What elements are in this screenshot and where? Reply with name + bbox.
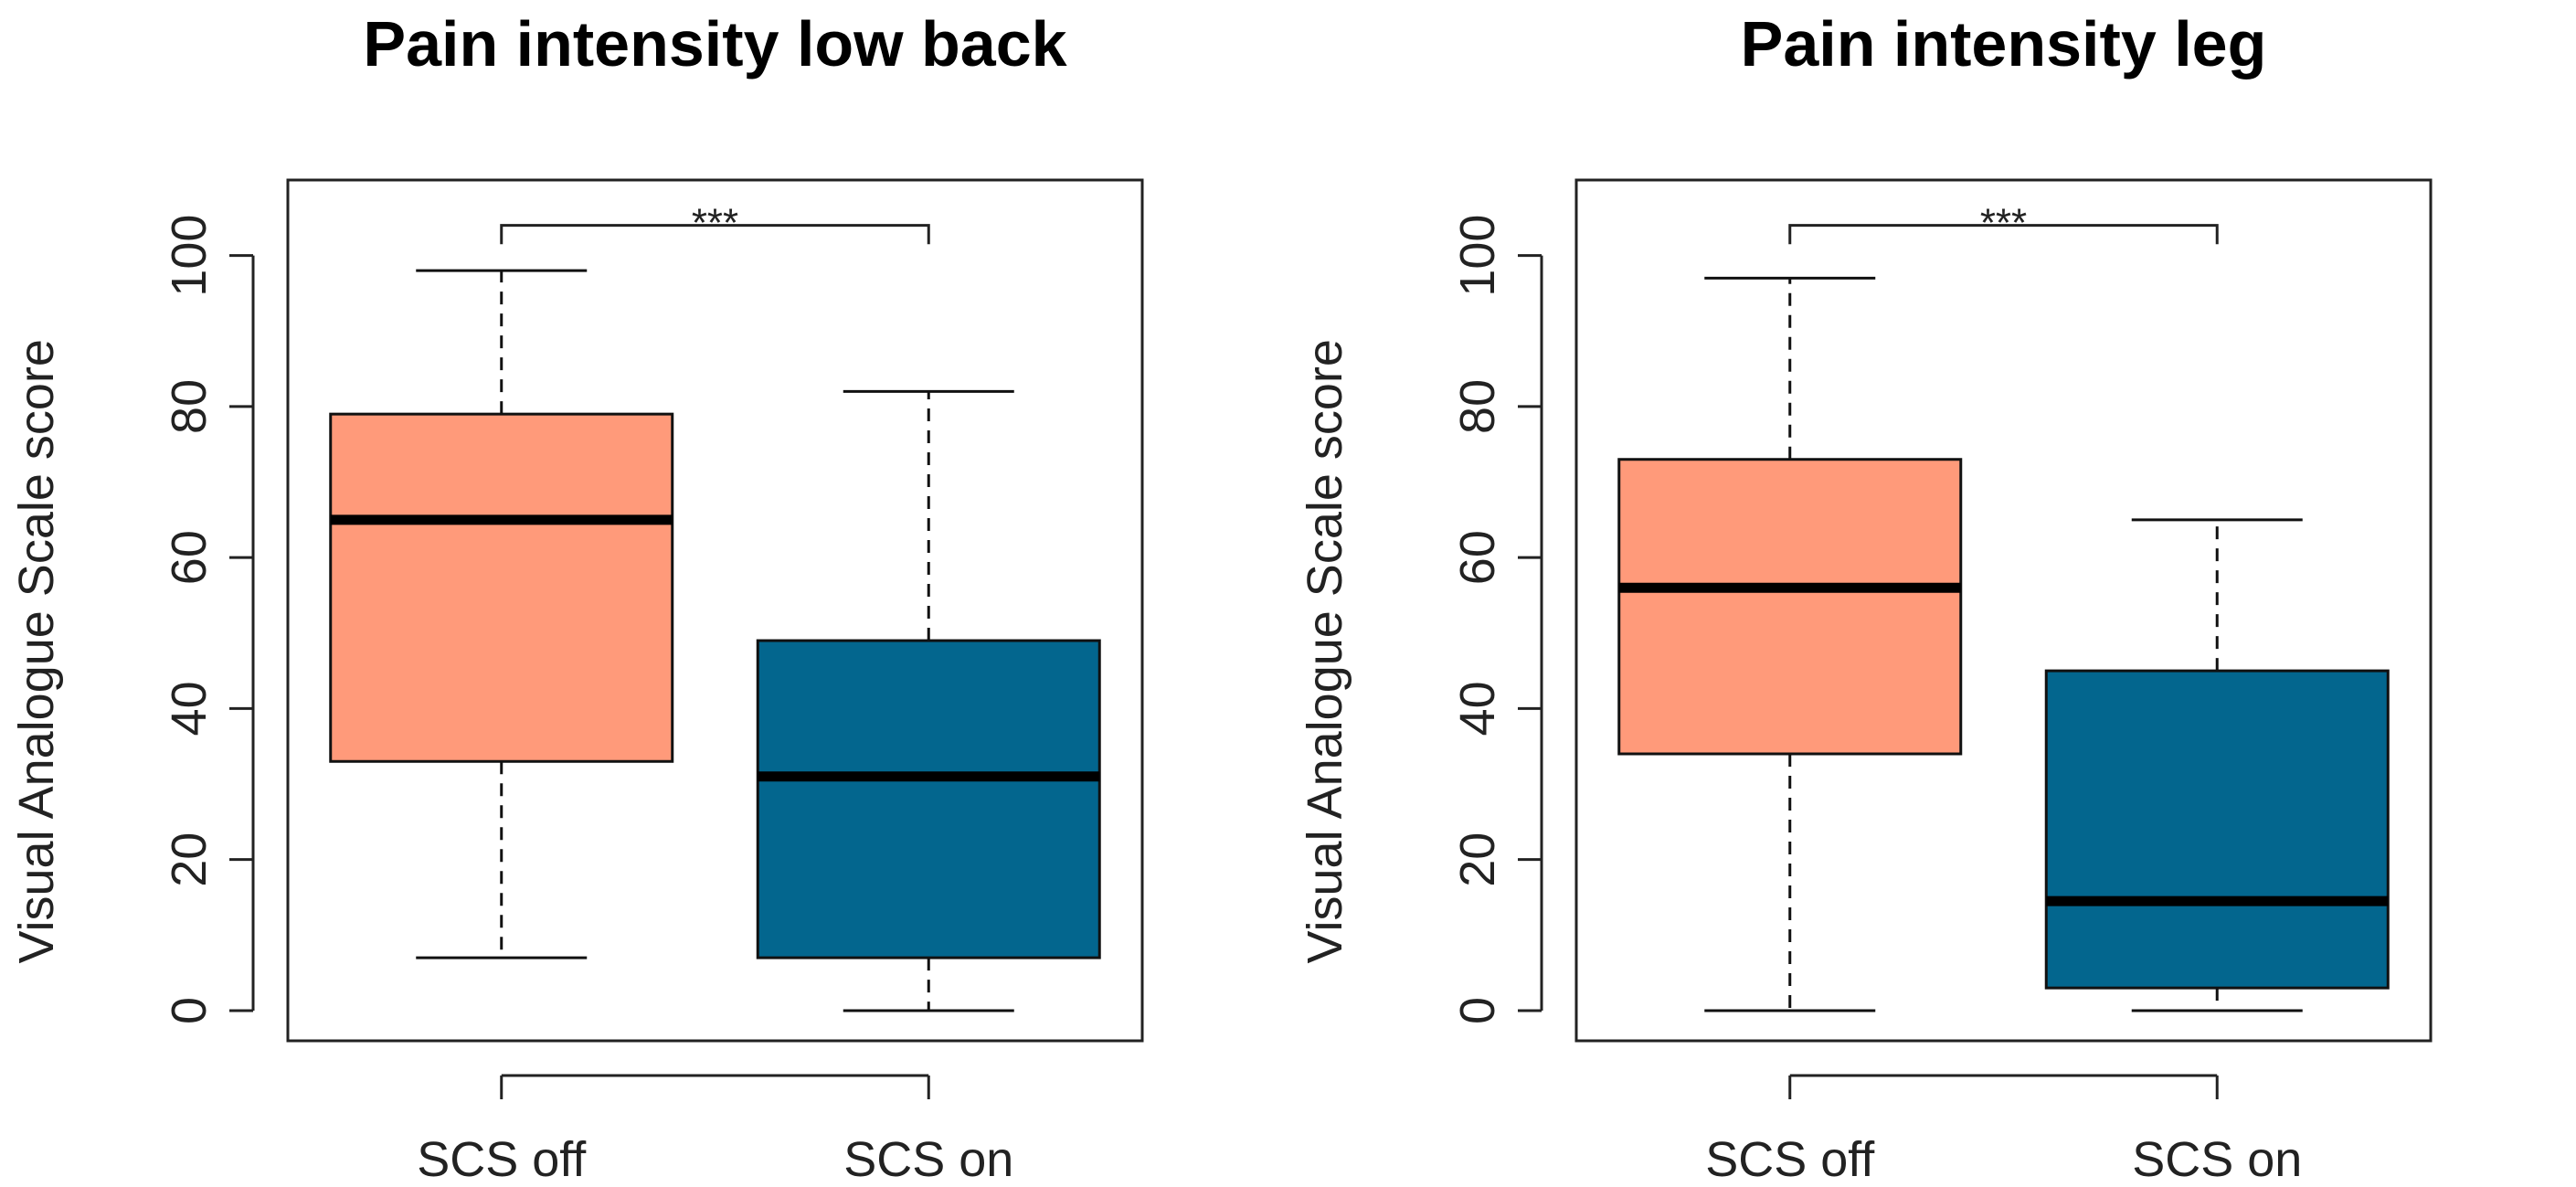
chart-low-back: Pain intensity low back 0 20 40 60 80 100 Visua… [9, 8, 1144, 1187]
significance-bracket [1788, 224, 2219, 245]
y-tick-label: 60 [162, 530, 217, 585]
y-axis-title: Visual Analogue Scale score [9, 339, 64, 963]
y-tick-label: 40 [162, 681, 217, 736]
x-tick-label: SCS on [2132, 1132, 2302, 1187]
plot-frame [286, 178, 1144, 1043]
y-tick-label: 40 [1450, 681, 1505, 736]
x-tick-label: SCS off [1705, 1132, 1875, 1187]
y-tick-label: 20 [162, 832, 217, 887]
x-tick-label: SCS off [417, 1132, 587, 1187]
y-axis-title: Visual Analogue Scale score [1298, 339, 1352, 963]
y-tick-label: 20 [1450, 832, 1505, 887]
chart-svg-low-back: Pain intensity low back 0 20 40 60 80 100 Visua… [9, 8, 1144, 1187]
y-tick-label: 100 [162, 215, 217, 297]
significance-bracket [500, 224, 930, 245]
chart-leg: Pain intensity leg 0 20 40 60 80 100 Visual Ana… [1288, 0, 2576, 1187]
y-tick-label: 80 [1450, 379, 1505, 434]
plot-frame [1574, 178, 2433, 1043]
x-tick-label: SCS on [843, 1132, 1013, 1187]
y-tick-label: 0 [162, 997, 217, 1024]
chart-svg-leg: Pain intensity leg 0 20 40 60 80 100 Visual Ana… [1298, 8, 2433, 1187]
significance-label: *** [692, 201, 738, 246]
y-tick-label: 60 [1450, 530, 1505, 585]
chart-title: Pain intensity leg [1741, 8, 2267, 79]
box-0 [1617, 458, 1963, 756]
box-1 [756, 639, 1101, 959]
chart-title: Pain intensity low back [363, 8, 1066, 79]
box-1 [2044, 669, 2390, 990]
y-tick-label: 0 [1450, 997, 1505, 1024]
y-tick-label: 100 [1450, 215, 1505, 297]
y-tick-label: 80 [162, 379, 217, 434]
box-0 [329, 412, 674, 763]
significance-label: *** [1980, 201, 2027, 246]
